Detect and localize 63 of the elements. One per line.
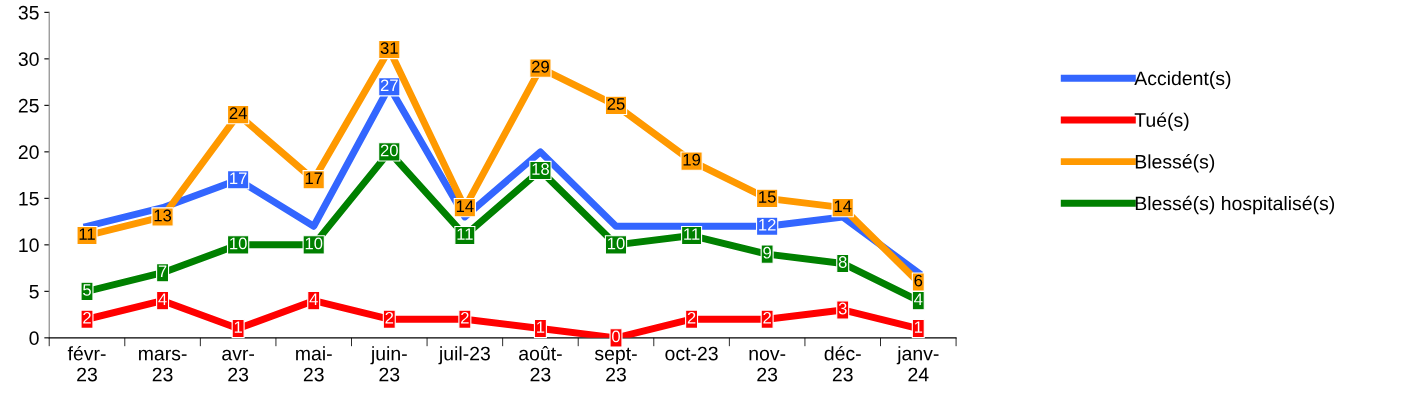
x-tick-label: janv- 24: [896, 346, 939, 382]
x-tick-label: juil-23: [438, 346, 490, 365]
data-label: 10: [230, 237, 247, 250]
legend-label: Accident(s): [1134, 70, 1231, 90]
data-label: 7: [158, 265, 167, 278]
data-label: 8: [838, 256, 847, 268]
data-label: 6: [914, 274, 923, 287]
data-label: 14: [456, 200, 474, 212]
y-tick-label: 25: [18, 98, 39, 113]
data-label: 10: [608, 237, 625, 250]
y-tick-label: 10: [19, 238, 39, 253]
legend-label: Blessé(s) hospitalisé(s): [1135, 195, 1335, 215]
x-tick-label: août- 23: [519, 346, 562, 382]
data-label: 31: [380, 42, 398, 55]
y-tick-label: 15: [19, 192, 39, 206]
x-tick-label: févr- 23: [67, 345, 106, 382]
data-label: 12: [759, 218, 776, 231]
data-label: 19: [683, 153, 701, 166]
y-tick-label: 35: [18, 5, 39, 20]
legend-label: Tué(s): [1134, 112, 1189, 131]
data-label: 1: [914, 321, 923, 333]
data-label: 14: [834, 200, 852, 212]
data-label: 11: [79, 228, 95, 240]
data-label: 2: [687, 311, 696, 324]
data-label: 25: [607, 98, 625, 110]
data-label: 15: [759, 191, 776, 203]
data-label: 17: [305, 172, 323, 185]
data-label: 9: [763, 246, 771, 259]
data-label: 2: [763, 311, 771, 324]
data-label: 17: [230, 172, 247, 185]
data-label: 2: [83, 311, 91, 324]
x-tick-label: déc- 23: [824, 345, 861, 382]
data-label: 24: [229, 107, 247, 119]
data-label: 18: [532, 163, 549, 175]
x-tick-label: mai- 23: [296, 346, 332, 382]
data-label: 1: [234, 321, 242, 333]
data-label: 0: [612, 330, 620, 343]
data-label: 5: [83, 284, 91, 296]
data-label: 2: [385, 311, 394, 324]
y-tick-label: 20: [18, 145, 39, 160]
data-label: 29: [532, 60, 549, 73]
data-label: 10: [305, 237, 323, 250]
y-tick-label: 30: [18, 52, 39, 67]
data-label: 20: [380, 144, 398, 157]
data-label: 11: [457, 228, 473, 240]
y-tick-label: 5: [29, 285, 39, 299]
data-label: 13: [154, 209, 172, 222]
data-label: 11: [684, 228, 700, 240]
x-tick-label: juin- 23: [370, 346, 407, 382]
x-tick-label: oct-23: [665, 346, 718, 361]
data-label: 2: [461, 311, 469, 324]
x-tick-label: nov- 23: [749, 349, 786, 382]
legend-label: Blessé(s): [1135, 154, 1215, 173]
data-label: 4: [914, 293, 923, 305]
data-label: 3: [838, 302, 847, 315]
x-tick-label: mars- 23: [139, 349, 187, 382]
x-tick-label: avr- 23: [222, 349, 255, 382]
data-label: 4: [309, 293, 318, 305]
y-tick-label: 0: [29, 331, 39, 346]
data-label: 4: [158, 293, 167, 305]
x-tick-label: sept- 23: [594, 347, 637, 382]
data-label: 27: [380, 79, 398, 92]
data-label: 1: [537, 321, 545, 333]
